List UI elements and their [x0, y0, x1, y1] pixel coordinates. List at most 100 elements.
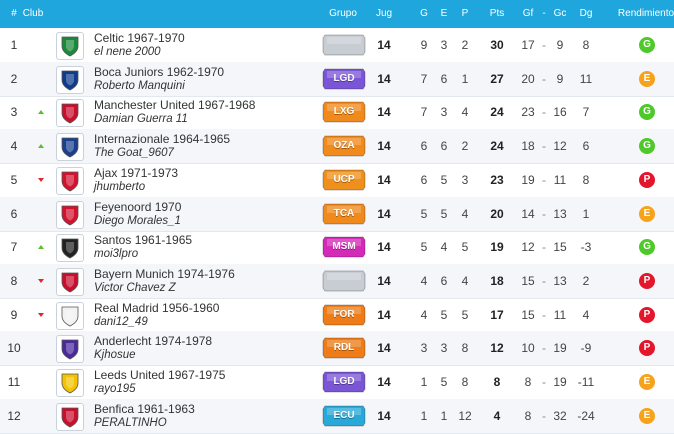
- group-badge[interactable]: [322, 270, 366, 292]
- goals-against: 19: [553, 341, 567, 356]
- performance-badge: G: [639, 239, 655, 256]
- manager-name[interactable]: moi3lpro: [94, 248, 139, 261]
- table-row[interactable]: 9 Real Madrid 1956-1960 dani12_49 FOR 14 4…: [0, 298, 674, 333]
- goals-separator: -: [542, 38, 546, 52]
- manager-name[interactable]: Damian Guerra 11: [94, 113, 188, 126]
- goals-against: 9: [556, 38, 564, 52]
- club-name[interactable]: Manchester United 1967-1968: [94, 98, 256, 113]
- group-badge[interactable]: UCP: [322, 169, 366, 191]
- points: 24: [490, 105, 504, 120]
- header-gc[interactable]: Gc: [553, 8, 567, 19]
- draw-count: 6: [440, 273, 448, 288]
- table-row[interactable]: 1 Celtic 1967-1970 el nene 2000 14 9 3 2 30 17…: [0, 28, 674, 63]
- goals-separator: -: [542, 408, 546, 423]
- club-name[interactable]: Celtic 1967-1970: [94, 31, 185, 45]
- group-badge[interactable]: RDL: [322, 337, 366, 359]
- table-row[interactable]: 6 Feyenoord 1970 Diego Morales_1 TCA 14 5 5…: [0, 196, 674, 232]
- real-madrid-crest-icon: [56, 301, 84, 330]
- performance-badge: E: [639, 407, 655, 424]
- manager-name[interactable]: The Goat_9607: [94, 147, 174, 160]
- table-row[interactable]: 2 Boca Juniors 1962-1970 Roberto Manquini…: [0, 61, 674, 97]
- table-row[interactable]: 12 Benfica 1961-1963 PERALTINHO ECU 14 1 1 1…: [0, 398, 674, 434]
- table-row[interactable]: 10 Anderlecht 1974-1978 Kjhosue RDL 14 3 3 8…: [0, 331, 674, 367]
- club-name[interactable]: Real Madrid 1956-1960: [94, 300, 220, 315]
- points: 24: [490, 139, 504, 154]
- club-name[interactable]: Leeds United 1967-1975: [94, 368, 226, 382]
- goals-separator: -: [542, 105, 546, 120]
- club-name[interactable]: Boca Juniors 1962-1970: [94, 64, 225, 79]
- header-lost[interactable]: P: [461, 8, 469, 19]
- group-badge[interactable]: OZA: [322, 135, 366, 157]
- goals-against: 19: [553, 375, 567, 389]
- goals-separator: -: [542, 139, 546, 154]
- goals-against: 12: [553, 139, 567, 154]
- draw-count: 6: [440, 71, 448, 86]
- boca-juniors-crest-icon: [56, 65, 84, 94]
- points: 20: [490, 206, 504, 221]
- header-group[interactable]: Grupo: [329, 8, 357, 19]
- manager-name[interactable]: jhumberto: [94, 180, 146, 193]
- lost-count: 3: [461, 172, 469, 187]
- group-code: TCA: [333, 207, 355, 219]
- group-badge[interactable]: ECU: [322, 405, 366, 427]
- manager-name[interactable]: Kjhosue: [94, 349, 136, 362]
- table-row[interactable]: 3 Manchester United 1967-1968 Damian Guer…: [0, 95, 674, 131]
- leeds-united-crest-icon: [56, 369, 84, 397]
- header-club[interactable]: Club: [22, 8, 44, 19]
- manager-name[interactable]: dani12_49: [94, 315, 148, 328]
- group-badge[interactable]: LGD: [322, 371, 366, 393]
- draw-count: 1: [440, 408, 448, 423]
- manager-name[interactable]: Victor Chavez Z: [94, 281, 176, 294]
- goals-against: 16: [553, 105, 567, 120]
- group-badge[interactable]: LXG: [322, 101, 366, 123]
- header-played[interactable]: Jug: [375, 8, 393, 19]
- won-count: 9: [420, 38, 428, 52]
- header-draw[interactable]: E: [440, 8, 448, 19]
- club-name[interactable]: Benfica 1961-1963: [94, 401, 195, 416]
- draw-count: 3: [440, 38, 448, 52]
- performance-badge: E: [639, 205, 655, 222]
- lost-count: 2: [461, 139, 469, 154]
- manager-name[interactable]: el nene 2000: [94, 46, 161, 58]
- manager-name[interactable]: Roberto Manquini: [94, 79, 185, 92]
- goals-for: 12: [521, 240, 535, 255]
- club-name[interactable]: Feyenoord 1970: [94, 199, 182, 214]
- group-badge[interactable]: [322, 34, 366, 56]
- group-badge[interactable]: MSM: [322, 236, 366, 258]
- club-name[interactable]: Ajax 1971-1973: [94, 165, 179, 180]
- benfica-crest-icon: [56, 402, 84, 431]
- club-name[interactable]: Internazionale 1964-1965: [94, 132, 231, 147]
- won-count: 1: [420, 375, 428, 389]
- table-row[interactable]: 8 Bayern Munich 1974-1976 Victor Chavez Z…: [0, 263, 674, 299]
- club-name[interactable]: Bayern Munich 1974-1976: [94, 266, 235, 281]
- performance-badge: P: [639, 171, 655, 188]
- manager-name[interactable]: PERALTINHO: [94, 416, 167, 429]
- played-count: 14: [377, 206, 391, 221]
- table-row[interactable]: 11 Leeds United 1967-1975 rayo195 LGD 14 1…: [0, 365, 674, 400]
- manager-name[interactable]: rayo195: [94, 383, 136, 395]
- goal-difference: 8: [582, 38, 590, 52]
- header-dash: -: [542, 8, 546, 19]
- group-badge[interactable]: TCA: [322, 203, 366, 225]
- club-name[interactable]: Santos 1961-1965: [94, 233, 193, 248]
- header-won[interactable]: G: [420, 8, 428, 19]
- table-row[interactable]: 7 Santos 1961-1965 moi3lpro MSM 14 5 4 5 19 12…: [0, 230, 674, 266]
- goals-for: 23: [521, 105, 535, 120]
- feyenoord-crest-icon: [56, 200, 84, 229]
- group-badge[interactable]: FOR: [322, 304, 366, 326]
- group-badge[interactable]: LGD: [322, 68, 366, 90]
- header-gf[interactable]: Gf: [522, 8, 534, 19]
- row-position: 3: [10, 105, 18, 120]
- performance-badge: P: [639, 272, 655, 289]
- club-name[interactable]: Anderlecht 1974-1978: [94, 334, 213, 349]
- header-pts[interactable]: Pts: [489, 8, 505, 19]
- group-code: LXG: [333, 106, 355, 118]
- goals-against: 13: [553, 273, 567, 288]
- won-count: 5: [420, 206, 428, 221]
- manager-name[interactable]: Diego Morales_1: [94, 214, 181, 227]
- header-dg[interactable]: Dg: [579, 8, 593, 19]
- table-row[interactable]: 4 Internazionale 1964-1965 The Goat_9607 …: [0, 129, 674, 165]
- goals-against: 13: [553, 206, 567, 221]
- goals-for: 15: [521, 307, 535, 322]
- table-row[interactable]: 5 Ajax 1971-1973 jhumberto UCP 14 6 5 3 23 19-…: [0, 163, 674, 198]
